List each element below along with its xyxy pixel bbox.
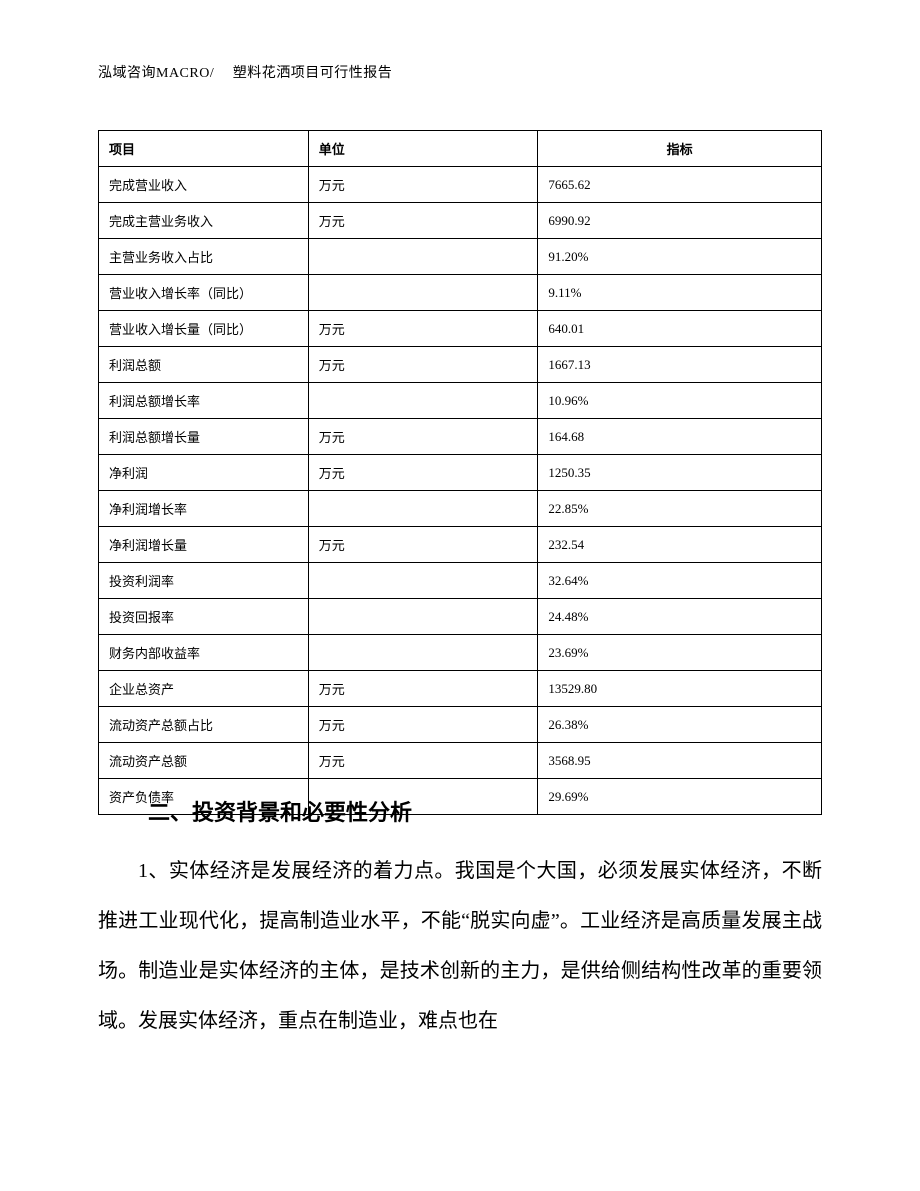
table-row: 主营业务收入占比 91.20% [99,239,822,275]
cell-unit [308,599,538,635]
cell-indicator: 232.54 [538,527,822,563]
cell-unit: 万元 [308,347,538,383]
table-row: 完成主营业务收入 万元 6990.92 [99,203,822,239]
cell-unit [308,383,538,419]
column-header-indicator: 指标 [538,131,822,167]
table-row: 净利润 万元 1250.35 [99,455,822,491]
cell-item: 利润总额 [99,347,309,383]
page-header: 泓域咨询MACRO/ 塑料花洒项目可行性报告 [98,62,392,82]
table-row: 企业总资产 万元 13529.80 [99,671,822,707]
financial-table: 项目 单位 指标 完成营业收入 万元 7665.62 完成主营业务收入 万元 6… [98,130,822,815]
cell-item: 营业收入增长率（同比） [99,275,309,311]
table-row: 利润总额增长率 10.96% [99,383,822,419]
cell-indicator: 164.68 [538,419,822,455]
cell-unit: 万元 [308,743,538,779]
cell-unit: 万元 [308,167,538,203]
table-row: 投资回报率 24.48% [99,599,822,635]
cell-indicator: 32.64% [538,563,822,599]
cell-item: 利润总额增长率 [99,383,309,419]
table-row: 流动资产总额 万元 3568.95 [99,743,822,779]
cell-indicator: 23.69% [538,635,822,671]
cell-indicator: 26.38% [538,707,822,743]
cell-item: 完成主营业务收入 [99,203,309,239]
cell-indicator: 6990.92 [538,203,822,239]
cell-unit: 万元 [308,419,538,455]
cell-unit [308,635,538,671]
cell-unit [308,491,538,527]
table-row: 营业收入增长率（同比） 9.11% [99,275,822,311]
table-row: 利润总额 万元 1667.13 [99,347,822,383]
cell-indicator: 91.20% [538,239,822,275]
cell-unit: 万元 [308,671,538,707]
table-row: 流动资产总额占比 万元 26.38% [99,707,822,743]
header-text: 泓域咨询MACRO/ 塑料花洒项目可行性报告 [98,66,392,81]
cell-indicator: 9.11% [538,275,822,311]
table-row: 利润总额增长量 万元 164.68 [99,419,822,455]
table-row: 财务内部收益率 23.69% [99,635,822,671]
cell-item: 投资回报率 [99,599,309,635]
cell-item: 净利润增长量 [99,527,309,563]
cell-item: 营业收入增长量（同比） [99,311,309,347]
cell-indicator: 7665.62 [538,167,822,203]
cell-indicator: 1667.13 [538,347,822,383]
cell-unit [308,563,538,599]
cell-indicator: 3568.95 [538,743,822,779]
table-row: 净利润增长率 22.85% [99,491,822,527]
section-body: 1、实体经济是发展经济的着力点。我国是个大国，必须发展实体经济，不断推进工业现代… [98,846,822,1046]
financial-table-container: 项目 单位 指标 完成营业收入 万元 7665.62 完成主营业务收入 万元 6… [98,130,822,815]
table-row: 净利润增长量 万元 232.54 [99,527,822,563]
cell-indicator: 22.85% [538,491,822,527]
cell-item: 完成营业收入 [99,167,309,203]
table-body: 完成营业收入 万元 7665.62 完成主营业务收入 万元 6990.92 主营… [99,167,822,815]
cell-unit [308,275,538,311]
cell-indicator: 13529.80 [538,671,822,707]
cell-item: 主营业务收入占比 [99,239,309,275]
cell-item: 净利润 [99,455,309,491]
table-row: 完成营业收入 万元 7665.62 [99,167,822,203]
cell-item: 财务内部收益率 [99,635,309,671]
cell-indicator: 29.69% [538,779,822,815]
cell-unit: 万元 [308,203,538,239]
cell-item: 流动资产总额 [99,743,309,779]
cell-unit: 万元 [308,707,538,743]
cell-unit [308,239,538,275]
cell-indicator: 24.48% [538,599,822,635]
cell-item: 流动资产总额占比 [99,707,309,743]
cell-item: 净利润增长率 [99,491,309,527]
table-row: 营业收入增长量（同比） 万元 640.01 [99,311,822,347]
cell-indicator: 1250.35 [538,455,822,491]
cell-unit: 万元 [308,527,538,563]
cell-unit: 万元 [308,311,538,347]
cell-item: 利润总额增长量 [99,419,309,455]
cell-indicator: 10.96% [538,383,822,419]
cell-item: 企业总资产 [99,671,309,707]
column-header-item: 项目 [99,131,309,167]
cell-unit: 万元 [308,455,538,491]
table-header-row: 项目 单位 指标 [99,131,822,167]
cell-indicator: 640.01 [538,311,822,347]
table-row: 投资利润率 32.64% [99,563,822,599]
section-title: 二、投资背景和必要性分析 [148,795,412,827]
cell-item: 投资利润率 [99,563,309,599]
column-header-unit: 单位 [308,131,538,167]
